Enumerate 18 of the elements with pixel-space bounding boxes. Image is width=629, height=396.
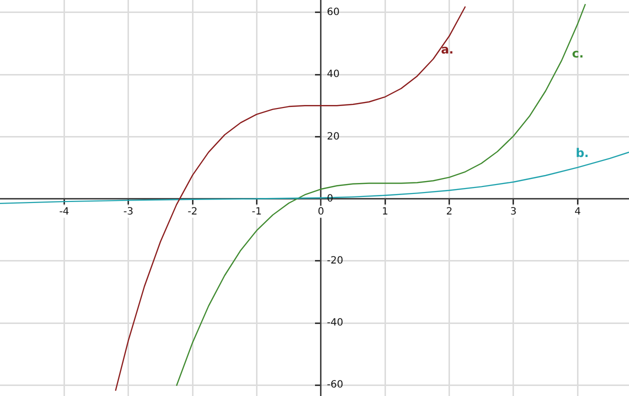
series-label: c. <box>572 46 584 61</box>
x-tick-label: -3 <box>123 206 134 218</box>
x-tick-label: -2 <box>188 206 198 218</box>
x-tick-label: -4 <box>59 206 70 218</box>
x-tick-label: 1 <box>382 206 388 218</box>
y-tick-label: 20 <box>326 131 340 142</box>
x-tick-label: 0 <box>318 206 324 218</box>
y-tick-label: 60 <box>326 7 340 18</box>
y-tick-label: 40 <box>326 69 340 80</box>
y-tick-label: -20 <box>326 255 344 266</box>
x-tick-label: 3 <box>510 206 517 218</box>
x-tick-label: 4 <box>574 206 581 218</box>
x-tick-label: -1 <box>252 206 262 218</box>
series-label: b. <box>576 146 589 160</box>
y-tick-label: -40 <box>326 318 344 329</box>
series-label: a. <box>440 42 454 56</box>
x-tick-label: 2 <box>446 206 452 218</box>
y-tick-label: -60 <box>326 380 344 391</box>
